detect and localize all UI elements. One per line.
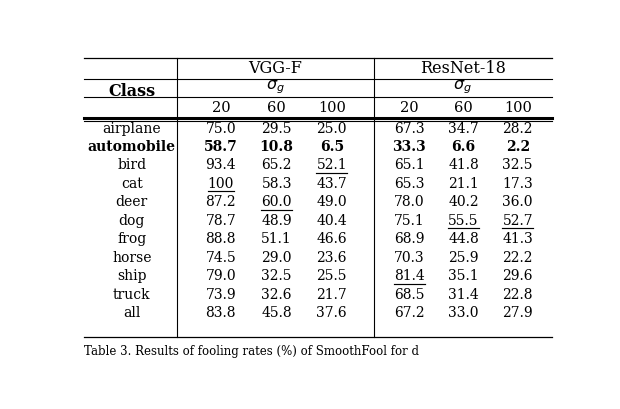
Text: 34.7: 34.7 <box>448 121 479 135</box>
Text: automobile: automobile <box>88 139 175 154</box>
Text: 21.1: 21.1 <box>448 177 479 191</box>
Text: 25.5: 25.5 <box>316 269 347 283</box>
Text: 100: 100 <box>208 177 234 191</box>
Text: Table 3. Results of fooling rates (%) of SmoothFool for d: Table 3. Results of fooling rates (%) of… <box>84 344 418 357</box>
Text: 44.8: 44.8 <box>448 232 479 246</box>
Text: deer: deer <box>115 195 148 209</box>
Text: 35.1: 35.1 <box>448 269 479 283</box>
Text: 27.9: 27.9 <box>502 306 533 319</box>
Text: 37.6: 37.6 <box>316 306 347 319</box>
Text: 21.7: 21.7 <box>316 287 347 301</box>
Text: 29.5: 29.5 <box>262 121 292 135</box>
Text: 79.0: 79.0 <box>206 269 236 283</box>
Text: 68.5: 68.5 <box>394 287 425 301</box>
Text: horse: horse <box>112 250 151 264</box>
Text: 93.4: 93.4 <box>206 158 236 172</box>
Text: 75.1: 75.1 <box>394 213 425 227</box>
Text: dog: dog <box>118 213 145 227</box>
Text: 41.3: 41.3 <box>502 232 533 246</box>
Text: 60: 60 <box>267 101 286 115</box>
Text: 31.4: 31.4 <box>448 287 479 301</box>
Text: airplane: airplane <box>102 121 161 135</box>
Text: 23.6: 23.6 <box>316 250 347 264</box>
Text: 58.3: 58.3 <box>262 177 292 191</box>
Text: 100: 100 <box>504 101 531 115</box>
Text: 33.3: 33.3 <box>392 139 426 154</box>
Text: 51.1: 51.1 <box>261 232 292 246</box>
Text: 29.6: 29.6 <box>502 269 533 283</box>
Text: 32.5: 32.5 <box>502 158 533 172</box>
Text: 87.2: 87.2 <box>206 195 236 209</box>
Text: 32.5: 32.5 <box>262 269 292 283</box>
Text: VGG-F: VGG-F <box>248 60 302 77</box>
Text: 45.8: 45.8 <box>262 306 292 319</box>
Text: 2.2: 2.2 <box>506 139 529 154</box>
Text: 33.0: 33.0 <box>448 306 479 319</box>
Text: 65.1: 65.1 <box>394 158 425 172</box>
Text: $\sigma_g$: $\sigma_g$ <box>266 78 285 95</box>
Text: 20: 20 <box>400 101 419 115</box>
Text: 48.9: 48.9 <box>262 213 292 227</box>
Text: 43.7: 43.7 <box>316 177 347 191</box>
Text: frog: frog <box>117 232 146 246</box>
Text: 60: 60 <box>454 101 473 115</box>
Text: 67.3: 67.3 <box>394 121 425 135</box>
Text: 78.0: 78.0 <box>394 195 425 209</box>
Text: 29.0: 29.0 <box>262 250 292 264</box>
Text: 36.0: 36.0 <box>502 195 533 209</box>
Text: ship: ship <box>117 269 146 283</box>
Text: 22.2: 22.2 <box>502 250 533 264</box>
Text: 52.1: 52.1 <box>316 158 347 172</box>
Text: 70.3: 70.3 <box>394 250 425 264</box>
Text: 73.9: 73.9 <box>206 287 236 301</box>
Text: 6.5: 6.5 <box>320 139 343 154</box>
Text: 81.4: 81.4 <box>394 269 425 283</box>
Text: Class: Class <box>108 83 156 100</box>
Text: 10.8: 10.8 <box>260 139 294 154</box>
Text: 65.2: 65.2 <box>262 158 292 172</box>
Text: $\sigma_g$: $\sigma_g$ <box>453 78 472 95</box>
Text: 25.0: 25.0 <box>316 121 347 135</box>
Text: 55.5: 55.5 <box>448 213 479 227</box>
Text: ResNet-18: ResNet-18 <box>420 60 506 77</box>
Text: 49.0: 49.0 <box>316 195 347 209</box>
Text: 68.9: 68.9 <box>394 232 425 246</box>
Text: 67.2: 67.2 <box>394 306 425 319</box>
Text: 40.2: 40.2 <box>448 195 479 209</box>
Text: 32.6: 32.6 <box>262 287 292 301</box>
Text: all: all <box>123 306 141 319</box>
Text: 58.7: 58.7 <box>204 139 237 154</box>
Text: 60.0: 60.0 <box>262 195 292 209</box>
Text: 17.3: 17.3 <box>502 177 533 191</box>
Text: 100: 100 <box>318 101 345 115</box>
Text: bird: bird <box>117 158 146 172</box>
Text: 28.2: 28.2 <box>502 121 533 135</box>
Text: 83.8: 83.8 <box>206 306 236 319</box>
Text: cat: cat <box>121 177 143 191</box>
Text: 78.7: 78.7 <box>205 213 236 227</box>
Text: 41.8: 41.8 <box>448 158 479 172</box>
Text: truck: truck <box>113 287 151 301</box>
Text: 75.0: 75.0 <box>206 121 236 135</box>
Text: 25.9: 25.9 <box>448 250 479 264</box>
Text: 20: 20 <box>211 101 230 115</box>
Text: 22.8: 22.8 <box>502 287 533 301</box>
Text: 65.3: 65.3 <box>394 177 425 191</box>
Text: 6.6: 6.6 <box>451 139 476 154</box>
Text: 88.8: 88.8 <box>206 232 236 246</box>
Text: 46.6: 46.6 <box>316 232 347 246</box>
Text: 52.7: 52.7 <box>502 213 533 227</box>
Text: 40.4: 40.4 <box>316 213 347 227</box>
Text: 74.5: 74.5 <box>205 250 236 264</box>
